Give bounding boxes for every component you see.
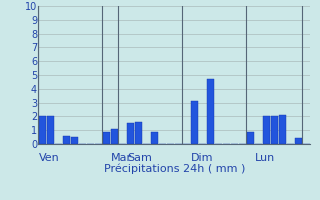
- Text: Dim: Dim: [191, 153, 214, 163]
- X-axis label: Précipitations 24h ( mm ): Précipitations 24h ( mm ): [104, 163, 245, 174]
- Bar: [63, 136, 70, 144]
- Bar: [103, 132, 110, 144]
- Bar: [151, 132, 158, 144]
- Bar: [71, 137, 78, 144]
- Text: Sam: Sam: [127, 153, 152, 163]
- Bar: [263, 116, 270, 144]
- Text: Mar: Mar: [111, 153, 132, 163]
- Bar: [111, 129, 118, 144]
- Text: Ven: Ven: [39, 153, 60, 163]
- Bar: [295, 138, 302, 144]
- Bar: [207, 79, 214, 144]
- Text: Lun: Lun: [255, 153, 276, 163]
- Bar: [191, 101, 198, 144]
- Bar: [247, 132, 254, 144]
- Bar: [127, 123, 134, 144]
- Bar: [271, 116, 278, 144]
- Bar: [135, 122, 142, 144]
- Bar: [279, 115, 286, 144]
- Bar: [47, 116, 54, 144]
- Bar: [39, 116, 46, 144]
